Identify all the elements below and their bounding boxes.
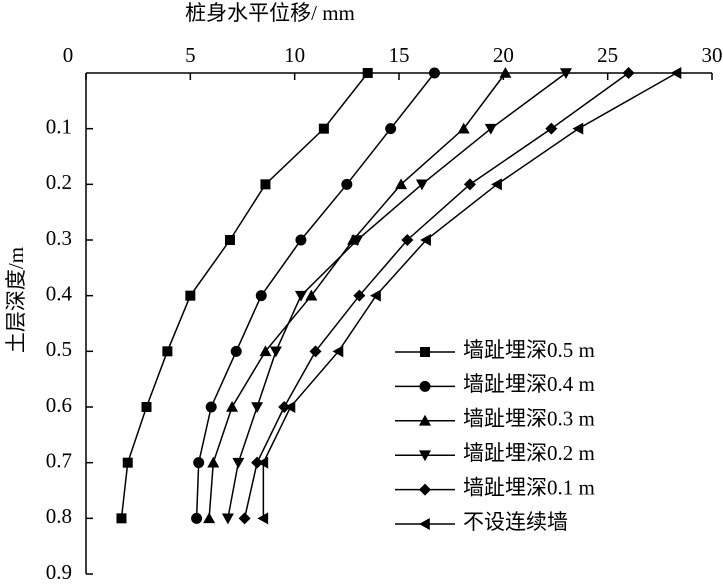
marker	[419, 518, 430, 530]
marker	[499, 67, 512, 78]
marker	[484, 123, 497, 135]
marker	[419, 414, 431, 426]
x-tick-label: 25	[597, 43, 618, 67]
marker	[395, 178, 408, 190]
marker	[362, 68, 373, 78]
x-tick-label: 10	[284, 43, 305, 67]
marker	[572, 122, 584, 135]
marker	[419, 450, 431, 462]
marker	[230, 345, 242, 357]
x-axis-label: 桩身水平位移/ mm	[185, 1, 355, 25]
y-tick-label: 0.6	[46, 393, 72, 417]
legend-label: 墙趾埋深0.4 m	[463, 372, 595, 396]
marker	[257, 512, 269, 525]
x-tick-label: 20	[493, 43, 514, 67]
marker	[221, 513, 234, 525]
marker	[559, 68, 572, 79]
marker	[428, 67, 440, 79]
marker	[162, 346, 173, 357]
marker	[351, 235, 364, 246]
marker	[278, 401, 291, 413]
marker	[260, 179, 271, 190]
marker	[309, 345, 322, 358]
x-tick-label: 15	[389, 43, 410, 67]
y-axis-label: 土层深度/m	[4, 247, 28, 353]
marker	[232, 457, 245, 469]
y-tick-label: 0.1	[46, 114, 72, 138]
marker	[353, 289, 366, 302]
marker	[259, 345, 272, 357]
marker	[224, 235, 235, 245]
y-tick-label: 0.7	[46, 448, 72, 472]
marker	[294, 290, 307, 302]
marker	[305, 289, 318, 301]
marker	[207, 456, 220, 468]
marker	[226, 401, 239, 412]
marker	[255, 290, 267, 302]
marker	[203, 512, 216, 524]
marker	[251, 456, 264, 469]
marker	[463, 178, 476, 191]
legend-label: 墙趾埋深0.5 m	[463, 338, 595, 362]
y-tick-label: 0.8	[46, 504, 72, 528]
marker	[116, 513, 127, 524]
marker	[385, 123, 397, 135]
legend-label: 墙趾埋深0.3 m	[463, 407, 595, 431]
marker	[491, 178, 502, 191]
marker	[622, 67, 635, 79]
series-line	[120, 72, 369, 519]
marker	[269, 346, 282, 358]
marker	[332, 345, 344, 358]
marker	[238, 512, 251, 525]
legend-label: 墙趾埋深0.2 m	[463, 441, 595, 465]
marker	[257, 456, 269, 469]
marker	[295, 234, 307, 246]
legend-label: 墙趾埋深0.1 m	[463, 475, 595, 499]
marker	[370, 289, 381, 302]
y-tick-label: 0.5	[46, 337, 72, 361]
marker	[419, 380, 431, 392]
y-tick-label: 0.2	[46, 170, 72, 194]
marker	[420, 347, 430, 357]
marker	[318, 123, 329, 134]
marker	[141, 402, 152, 412]
marker	[341, 178, 353, 190]
marker	[401, 234, 414, 246]
marker	[122, 457, 133, 468]
marker	[420, 234, 431, 246]
series-line	[195, 72, 436, 519]
marker	[284, 401, 296, 413]
marker	[670, 67, 682, 79]
x-tick-label: 30	[702, 43, 723, 67]
marker	[193, 457, 205, 469]
marker	[185, 290, 196, 301]
marker	[191, 512, 203, 524]
y-tick-label: 0.3	[46, 226, 72, 250]
marker	[415, 179, 428, 191]
marker	[545, 122, 558, 135]
y-tick-label: 0.9	[46, 560, 72, 584]
marker	[457, 122, 470, 134]
legend-label: 不设连续墙	[463, 510, 568, 534]
x-tick-label: 0	[63, 43, 74, 67]
x-tick-label: 5	[185, 43, 196, 67]
marker	[419, 483, 431, 496]
y-tick-label: 0.4	[46, 281, 73, 305]
marker	[251, 402, 264, 413]
marker	[205, 401, 217, 413]
